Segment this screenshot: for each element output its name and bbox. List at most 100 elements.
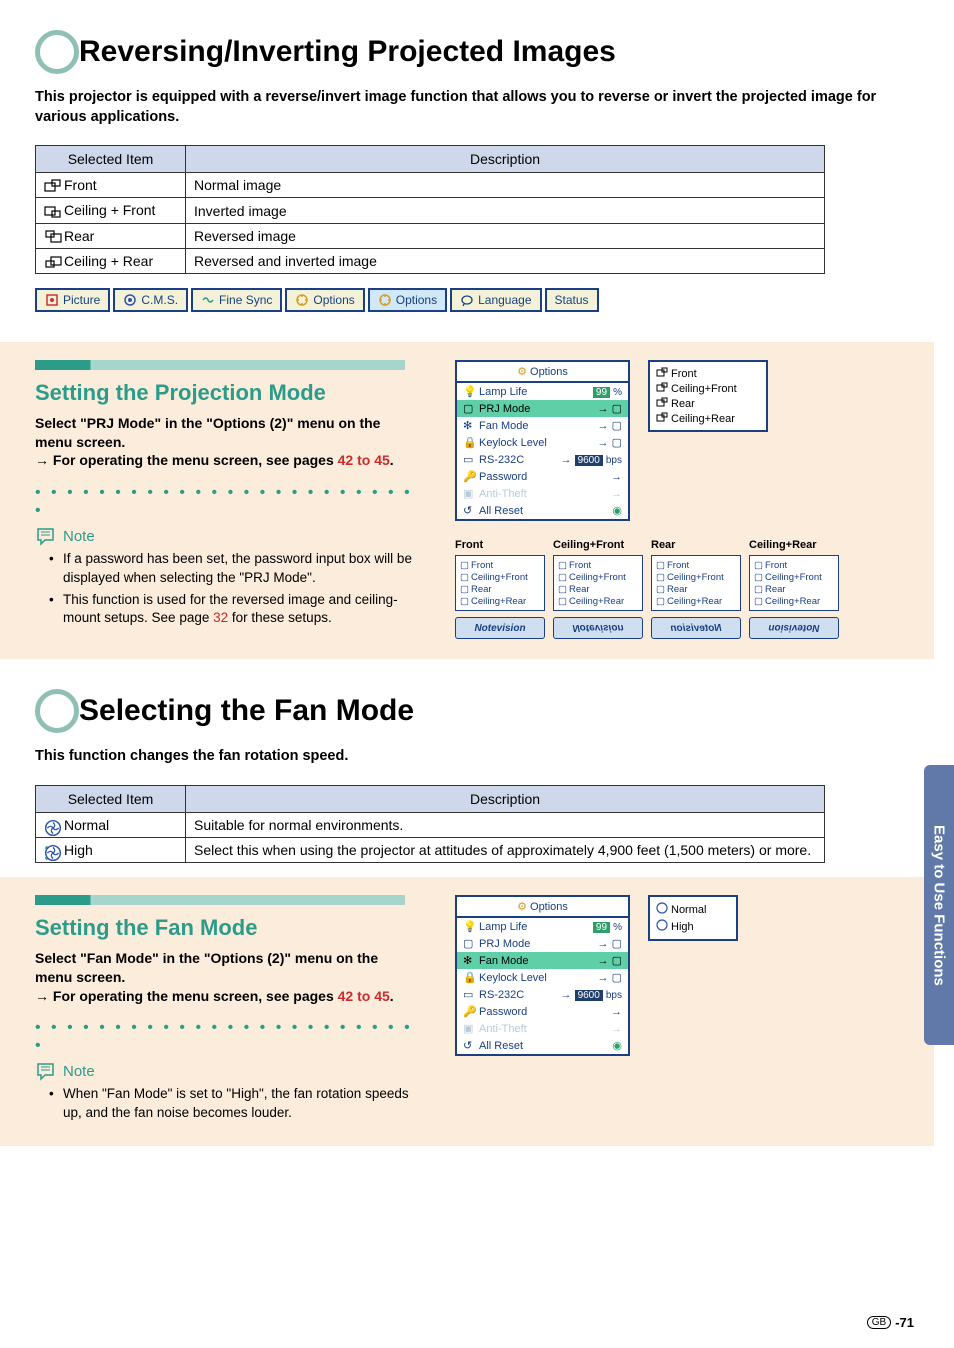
instruction-text: → For operating the menu screen, see pag…	[35, 451, 415, 470]
preview-title: Ceiling+Rear	[749, 539, 839, 551]
options-row[interactable]: 🔑Password→	[457, 468, 628, 485]
note-label: Note	[35, 526, 415, 546]
submenu-item[interactable]: Front	[656, 366, 760, 381]
option-icon: 🔒	[463, 436, 477, 448]
options-row[interactable]: 🔒Keylock Level→ ▢	[457, 969, 628, 986]
dotted-separator: • • • • • • • • • • • • • • • • • • • • …	[35, 484, 415, 520]
option-icon: ▭	[463, 453, 477, 465]
table-header: Selected Item	[36, 785, 186, 812]
menu-tab[interactable]: Language	[450, 288, 541, 312]
preview-item-icon: ▢	[754, 584, 763, 595]
options-row[interactable]: ▭RS-232C→ 9600 bps	[457, 451, 628, 468]
options-row[interactable]: 🔒Keylock Level→ ▢	[457, 434, 628, 451]
page-link[interactable]: 42 to 45	[338, 988, 390, 1004]
sub-title: Setting the Projection Mode	[35, 380, 415, 405]
preview-item-icon: ▢	[558, 584, 567, 595]
menu-tab[interactable]: C.M.S.	[113, 288, 188, 312]
preview-column: Front ▢Front▢Ceiling+Front▢Rear▢Ceiling+R…	[455, 539, 545, 639]
table-row: Ceiling + Front Inverted image	[36, 198, 825, 223]
page-link[interactable]: 42 to 45	[338, 452, 390, 468]
preview-item-icon: ▢	[460, 584, 469, 595]
options-panel: ⚙ Options💡Lamp Life99 %▢PRJ Mode→ ▢✻Fan …	[455, 895, 630, 1056]
option-icon: 🔑	[463, 1005, 477, 1017]
submenu-item[interactable]: Normal	[656, 901, 730, 918]
preview-item-icon: ▢	[656, 584, 665, 595]
table-row: High Select this when using the projecto…	[36, 838, 825, 863]
table-header: Description	[186, 146, 825, 173]
preview-grid: Front ▢Front▢Ceiling+Front▢Rear▢Ceiling+R…	[455, 539, 922, 639]
submenu-icon	[656, 919, 668, 934]
notes-list: If a password has been set, the password…	[35, 550, 415, 627]
section-header: Reversing/Inverting Projected Images	[35, 30, 919, 74]
options-row[interactable]: ↺All Reset◉	[457, 1037, 628, 1054]
menu-tab[interactable]: Picture	[35, 288, 110, 312]
rear-icon	[44, 230, 62, 244]
note-icon	[35, 526, 59, 546]
options-panel: ⚙ Options💡Lamp Life99 %▢PRJ Mode→ ▢✻Fan …	[455, 360, 630, 521]
panel-title: ⚙ Options	[457, 362, 628, 383]
menu-tab[interactable]: Options	[368, 288, 447, 312]
preview-column: Ceiling+Front▢Front▢Ceiling+Front▢Rear▢C…	[553, 539, 643, 639]
intro-text: This function changes the fan rotation s…	[35, 747, 919, 767]
tab-icon	[378, 293, 392, 307]
options-row[interactable]: ↺All Reset◉	[457, 502, 628, 519]
option-icon: ▣	[463, 487, 477, 499]
preview-title: Rear	[651, 539, 741, 551]
preview-title: Front	[455, 539, 545, 551]
panel-title: ⚙ Options	[457, 897, 628, 918]
ceiling-front-icon	[44, 205, 62, 219]
tab-icon	[201, 293, 215, 307]
option-icon: ✻	[463, 419, 477, 431]
page-link[interactable]: 32	[213, 610, 228, 625]
tab-icon	[460, 293, 474, 307]
fan-high-icon	[44, 844, 62, 858]
accent-bar	[35, 895, 405, 905]
table-header: Description	[186, 785, 825, 812]
projection-mode-table: Selected Item Description Front Normal i…	[35, 145, 825, 274]
preview-item-icon: ▢	[656, 572, 665, 583]
instruction-text: Select "Fan Mode" in the "Options (2)" m…	[35, 949, 415, 987]
options-row[interactable]: 💡Lamp Life99 %	[457, 918, 628, 935]
preview-list: ▢Front▢Ceiling+Front▢Rear▢Ceiling+Rear	[749, 555, 839, 611]
option-icon: 💡	[463, 920, 477, 932]
prj-mode-submenu: FrontCeiling+FrontRearCeiling+Rear	[648, 360, 768, 432]
submenu-icon	[656, 412, 668, 425]
accent-bar	[35, 360, 405, 370]
submenu-item[interactable]: Ceiling+Rear	[656, 411, 760, 426]
option-icon: ↺	[463, 1039, 477, 1051]
options-row[interactable]: 🔑Password→	[457, 1003, 628, 1020]
dotted-separator: • • • • • • • • • • • • • • • • • • • • …	[35, 1019, 415, 1055]
preview-item-icon: ▢	[558, 596, 567, 607]
options-row[interactable]: ▣Anti-Theft→	[457, 485, 628, 502]
gb-badge: GB	[867, 1316, 891, 1329]
submenu-icon	[656, 382, 668, 395]
section-header: Selecting the Fan Mode	[35, 689, 919, 733]
menu-tab[interactable]: Fine Sync	[191, 288, 282, 312]
note-item: When "Fan Mode" is set to "High", the fa…	[53, 1085, 415, 1121]
sub-title: Setting the Fan Mode	[35, 915, 415, 940]
options-row[interactable]: ▭RS-232C→ 9600 bps	[457, 986, 628, 1003]
options-row[interactable]: ▢PRJ Mode→ ▢	[457, 935, 628, 952]
submenu-item[interactable]: Ceiling+Front	[656, 381, 760, 396]
projection-preview-badge: Notevision	[651, 617, 741, 639]
options-row[interactable]: ✻Fan Mode→ ▢	[457, 417, 628, 434]
instruction-text: → For operating the menu screen, see pag…	[35, 987, 415, 1006]
side-tab: Easy to Use Functions	[924, 765, 954, 1045]
submenu-item[interactable]: Rear	[656, 396, 760, 411]
submenu-item[interactable]: High	[656, 918, 730, 935]
options-row[interactable]: 💡Lamp Life99 %	[457, 383, 628, 400]
options-row[interactable]: ▢PRJ Mode→ ▢	[457, 400, 628, 417]
option-icon: ▢	[463, 402, 477, 414]
note-item: If a password has been set, the password…	[53, 550, 415, 586]
options-row[interactable]: ▣Anti-Theft→	[457, 1020, 628, 1037]
option-icon: ▢	[463, 937, 477, 949]
preview-column: Rear▢Front▢Ceiling+Front▢Rear▢Ceiling+Re…	[651, 539, 741, 639]
menu-tab[interactable]: Options	[285, 288, 364, 312]
fan-normal-icon	[44, 819, 62, 833]
preview-list: ▢Front▢Ceiling+Front▢Rear▢Ceiling+Rear	[455, 555, 545, 611]
options-row[interactable]: ✻Fan Mode→ ▢	[457, 952, 628, 969]
menu-tab[interactable]: Status	[545, 288, 599, 312]
menu-tabs: PictureC.M.S.Fine SyncOptionsOptionsLang…	[35, 288, 919, 312]
preview-item-icon: ▢	[754, 572, 763, 583]
notes-list: When "Fan Mode" is set to "High", the fa…	[35, 1085, 415, 1121]
